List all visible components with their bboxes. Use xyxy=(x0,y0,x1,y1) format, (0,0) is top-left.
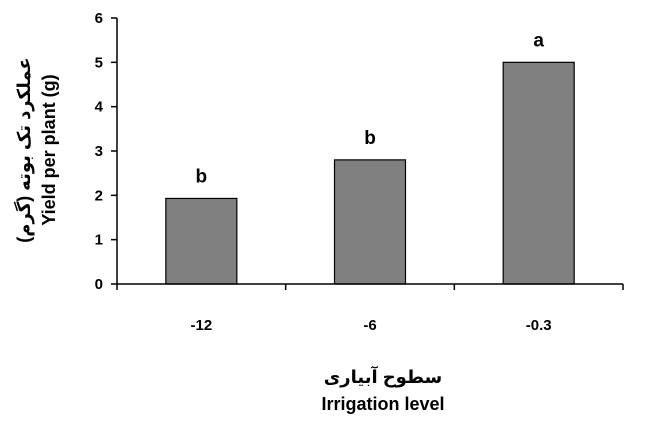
x-tick-label: -12 xyxy=(190,317,212,334)
bars-layer xyxy=(165,61,575,285)
y-tick-label: 3 xyxy=(95,143,103,160)
x-tick-label: -0.3 xyxy=(526,317,552,334)
y-tick-label: 2 xyxy=(95,187,103,204)
bar xyxy=(502,61,575,285)
y-tick-label: 1 xyxy=(95,232,103,249)
y-tick-label: 5 xyxy=(95,54,103,71)
bar-data-label: a xyxy=(533,30,544,51)
bar-data-label: b xyxy=(364,128,376,149)
bar xyxy=(333,159,407,285)
bar xyxy=(165,197,238,285)
y-axis-title-english: Yield per plant (g) xyxy=(39,74,59,225)
x-tick-label: -6 xyxy=(363,317,376,334)
y-tick-label: 0 xyxy=(95,276,103,293)
data-labels: b b a xyxy=(196,30,545,187)
bar-data-label: b xyxy=(196,166,208,187)
x-axis-title-english: Irrigation level xyxy=(321,394,444,414)
y-tick-label: 6 xyxy=(95,10,103,27)
y-tick-label: 4 xyxy=(95,99,104,116)
y-ticks: 0 1 2 3 4 5 6 xyxy=(95,10,117,293)
x-axis-title-persian: سطوح آبیاری xyxy=(324,365,442,388)
y-axis-title-persian: عملکرد تک بوته (گرم) xyxy=(13,57,35,242)
x-ticks: -12 -6 -0.3 xyxy=(116,284,624,334)
